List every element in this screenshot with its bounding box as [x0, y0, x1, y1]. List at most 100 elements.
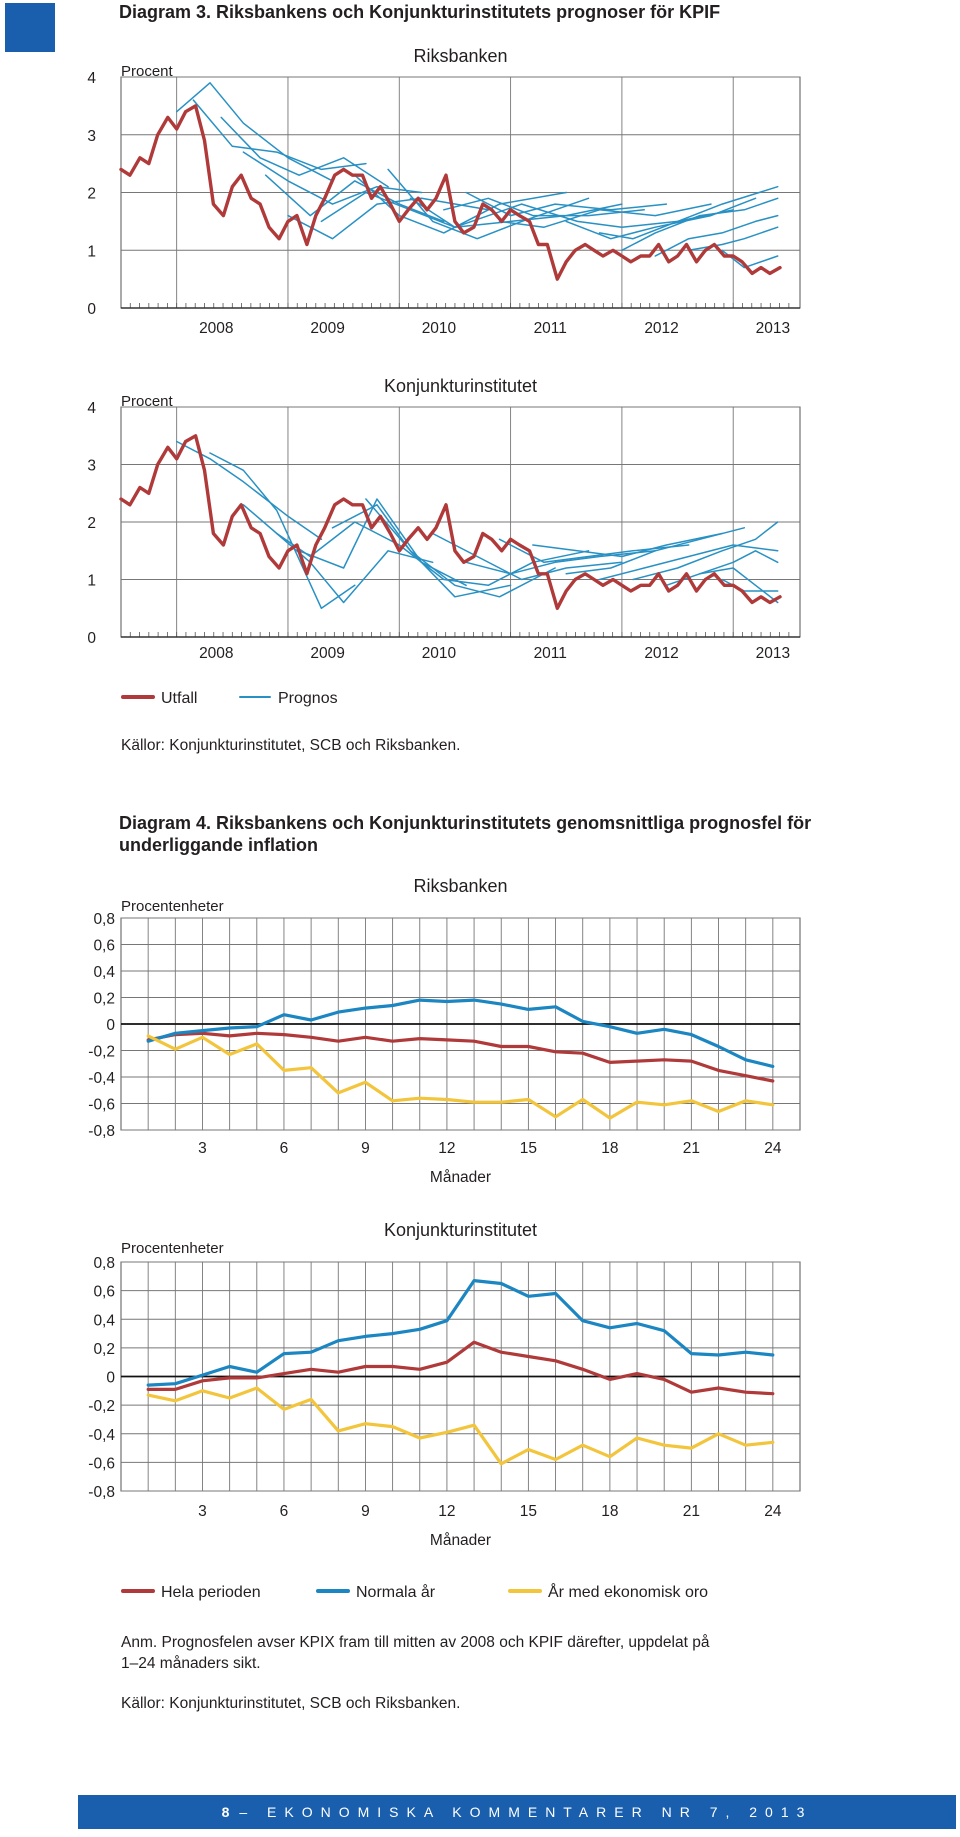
y-tick-label: -0,6 [88, 1455, 115, 1472]
y-tick-label: 0,4 [93, 964, 115, 981]
series-line-prognos [443, 197, 645, 217]
x-tick-label: 24 [764, 1140, 782, 1157]
series-line-prognos [242, 151, 423, 205]
series-line-prognos [242, 504, 401, 558]
series-line-prognos [354, 174, 567, 234]
y-tick-label: -0,6 [88, 1097, 115, 1114]
y-tick-label: 0,8 [93, 911, 115, 928]
diagram3-title: Diagram 3. Riksbankens och Konjunkturins… [119, 2, 721, 22]
series-line-normala [146, 1278, 775, 1387]
series-line-prognos [687, 226, 779, 252]
y-axis-label: Procent [121, 63, 174, 80]
y-tick-label: -0,2 [88, 1398, 115, 1415]
y-axis-label: Procentenheter [121, 1240, 224, 1257]
diagram3-source: Källor: Konjunkturinstitutet, SCB och Ri… [121, 737, 461, 754]
legend-label: Prognos [278, 690, 338, 707]
x-tick-label: 2010 [422, 645, 457, 662]
x-tick-label: 2009 [310, 320, 344, 337]
series-line-prognos [621, 197, 779, 252]
series-line-prognos [532, 532, 723, 558]
series-line-prognos [298, 498, 467, 587]
series-line-utfall [119, 104, 782, 281]
series-line-prognos [331, 504, 512, 598]
y-tick-label: 2 [87, 515, 96, 532]
series-line-prognos [209, 452, 356, 610]
y-tick-label: 0 [87, 630, 96, 647]
series-line-normala [146, 998, 775, 1069]
x-tick-label: 18 [601, 1503, 618, 1520]
series-line-prognos [175, 82, 334, 182]
y-tick-label: 1 [87, 243, 96, 260]
x-tick-label: 2010 [422, 320, 457, 337]
chart-title: Riksbanken [413, 46, 507, 66]
x-tick-label: 2013 [756, 645, 790, 662]
diagram4-note-line2: 1–24 månaders sikt. [121, 1655, 261, 1672]
y-tick-label: 1 [87, 573, 96, 590]
y-tick-label: 4 [87, 400, 96, 417]
x-tick-label: 2012 [644, 645, 678, 662]
x-tick-label: 2011 [534, 320, 567, 337]
y-tick-label: 0,2 [93, 1341, 115, 1358]
x-tick-label: 12 [438, 1140, 455, 1157]
x-tick-label: 2013 [756, 320, 790, 337]
x-tick-label: 6 [280, 1140, 289, 1157]
x-tick-label: 21 [683, 1140, 700, 1157]
legend-label: Normala år [356, 1583, 436, 1601]
series-line-prognos [598, 185, 779, 240]
series-line-hela [146, 1031, 775, 1083]
chart-title: Konjunkturinstitutet [384, 376, 537, 396]
x-tick-label: 18 [601, 1140, 618, 1157]
y-tick-label: 0,8 [93, 1255, 115, 1272]
x-tick-label: 15 [520, 1140, 537, 1157]
series-line-prognos [398, 544, 590, 587]
series-line-prognos [409, 197, 623, 228]
legend-label: Utfall [161, 690, 197, 707]
y-tick-label: 3 [87, 458, 96, 475]
diagram4-title-line2: underliggande inflation [119, 835, 318, 855]
section-marker [5, 3, 55, 52]
diagram4-source: Källor: Konjunkturinstitutet, SCB och Ri… [121, 1695, 461, 1712]
x-tick-label: 21 [683, 1503, 700, 1520]
y-tick-label: 0 [106, 1017, 115, 1034]
series-line-hela [146, 1340, 775, 1396]
series-line-prognos [565, 527, 746, 575]
x-tick-label: 2009 [310, 645, 344, 662]
series-line-prognos [264, 174, 445, 223]
chart-title: Riksbanken [413, 876, 507, 896]
footer-page-number: 8 [221, 1804, 230, 1820]
series-line-prognos [365, 498, 556, 598]
y-tick-label: 0,6 [93, 938, 115, 955]
series-line-prognos [598, 544, 779, 581]
y-tick-label: -0,8 [88, 1484, 115, 1501]
x-tick-label: 2008 [199, 645, 233, 662]
series-line-prognos [632, 521, 779, 581]
y-tick-label: -0,4 [88, 1427, 115, 1444]
y-tick-label: 0,6 [93, 1284, 115, 1301]
y-tick-label: 2 [87, 186, 96, 203]
series-line-prognos [699, 567, 779, 604]
y-tick-label: 0,2 [93, 991, 115, 1008]
legend-label: År med ekonomisk oro [548, 1582, 708, 1601]
chart-1 [119, 76, 801, 309]
x-tick-label: 3 [198, 1140, 207, 1157]
x-tick-label: 9 [361, 1140, 370, 1157]
series-line-utfall [119, 434, 782, 610]
x-tick-label: 24 [764, 1503, 782, 1520]
diagram4-note-line1: Anm. Prognosfelen avser KPIX fram till m… [121, 1634, 710, 1651]
x-tick-label: 3 [198, 1503, 207, 1520]
x-tick-label: 2012 [644, 320, 678, 337]
series-line-prognos [287, 197, 490, 240]
series-line-prognos [565, 197, 757, 240]
x-axis-label: Månader [430, 1169, 491, 1186]
series-line-prognos [192, 99, 367, 171]
series-line-prognos [431, 532, 623, 581]
series-line-prognos [387, 168, 590, 240]
y-tick-label: 0 [87, 301, 96, 318]
series-line-prognos [721, 249, 779, 269]
series-line-oro [146, 1386, 775, 1466]
x-tick-label: 2011 [534, 645, 567, 662]
y-axis-label: Procent [121, 393, 174, 410]
x-tick-label: 15 [520, 1503, 537, 1520]
series-line-prognos [465, 550, 657, 575]
